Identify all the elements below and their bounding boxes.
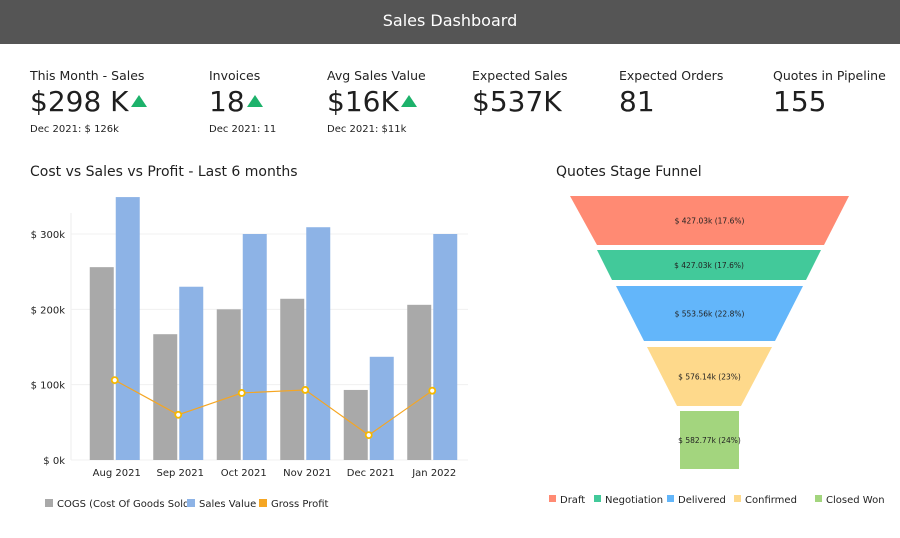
kpi-label: Avg Sales Value bbox=[327, 68, 426, 83]
bar-chart-title: Cost vs Sales vs Profit - Last 6 months bbox=[30, 164, 298, 180]
kpi-sub: Dec 2021: $ 126k bbox=[30, 124, 119, 135]
y-tick-label: $ 0k bbox=[43, 456, 65, 467]
legend-swatch bbox=[594, 495, 601, 502]
legend-swatch bbox=[815, 495, 822, 502]
gross-profit-point bbox=[364, 431, 373, 440]
y-tick-label: $ 200k bbox=[31, 305, 66, 316]
funnel-stage-label: $ 576.14k (23%) bbox=[678, 373, 741, 382]
funnel-stage-confirmed bbox=[647, 347, 772, 406]
legend-label: Gross Profit bbox=[271, 499, 329, 510]
legend-swatch bbox=[549, 495, 556, 502]
kpi-sub: Dec 2021: $11k bbox=[327, 124, 407, 135]
bar-cogs bbox=[407, 304, 432, 460]
bar-sales bbox=[306, 227, 331, 460]
legend-label: Sales Value bbox=[199, 499, 256, 510]
kpi-avg-sales-value: Avg Sales Value $16K Dec 2021: $11k bbox=[327, 68, 426, 135]
kpi-expected-orders: Expected Orders 81 bbox=[619, 68, 723, 118]
kpi-value: $298 K bbox=[30, 85, 129, 118]
x-tick-label: Aug 2021 bbox=[93, 468, 141, 479]
legend-swatch bbox=[734, 495, 741, 502]
legend-swatch bbox=[259, 499, 267, 507]
x-tick-label: Dec 2021 bbox=[347, 468, 395, 479]
funnel-stage-delivered bbox=[616, 286, 803, 341]
legend-swatch bbox=[187, 499, 195, 507]
x-tick-label: Jan 2022 bbox=[411, 468, 456, 479]
legend-label: Negotiation bbox=[605, 495, 663, 506]
funnel-stage-label: $ 427.03k (17.6%) bbox=[674, 261, 744, 270]
x-tick-label: Oct 2021 bbox=[221, 468, 267, 479]
bar-cogs bbox=[153, 334, 178, 460]
kpi-label: Quotes in Pipeline bbox=[773, 68, 886, 83]
trend-up-icon bbox=[400, 95, 417, 107]
kpi-value: $16K bbox=[327, 85, 399, 118]
legend-label: Delivered bbox=[678, 495, 726, 506]
bar-sales bbox=[242, 234, 267, 460]
kpi-quotes-in-pipeline: Quotes in Pipeline 155 bbox=[773, 68, 886, 118]
legend-label: COGS (Cost Of Goods Sold bbox=[57, 499, 189, 510]
kpi-value: 81 bbox=[619, 85, 655, 118]
kpi-invoices: Invoices 18 Dec 2021: 11 bbox=[209, 68, 276, 135]
funnel-stage-label: $ 553.56k (22.8%) bbox=[675, 310, 745, 319]
gross-profit-line bbox=[114, 379, 433, 436]
bar-cogs bbox=[280, 298, 305, 460]
legend-label: Confirmed bbox=[745, 495, 797, 506]
bar-sales bbox=[115, 197, 140, 460]
cost-sales-profit-chart: $ 0k $ 100k $ 200k $ 300k Aug 2021 Sep 2021 Oc… bbox=[31, 197, 468, 510]
x-tick-label: Sep 2021 bbox=[157, 468, 204, 479]
gross-profit-point bbox=[174, 410, 183, 419]
kpi-value: 155 bbox=[773, 85, 827, 118]
kpi-label: Invoices bbox=[209, 68, 261, 83]
legend-swatch bbox=[667, 495, 674, 502]
x-tick-label: Nov 2021 bbox=[283, 468, 331, 479]
kpi-this-month-sales: This Month - Sales $298 K Dec 2021: $ 12… bbox=[30, 68, 147, 135]
quotes-funnel-chart: $ 427.03k (17.6%) $ 427.03k (17.6%) $ 553.… bbox=[549, 196, 885, 506]
bar-cogs bbox=[343, 389, 368, 460]
gross-profit-point bbox=[301, 386, 310, 394]
funnel-chart-title: Quotes Stage Funnel bbox=[556, 164, 702, 180]
y-tick-label: $ 100k bbox=[31, 381, 66, 392]
funnel-stage-negotiation bbox=[597, 250, 821, 280]
gross-profit-point bbox=[110, 376, 119, 385]
y-tick-label: $ 300k bbox=[31, 230, 66, 241]
bar-sales bbox=[179, 286, 204, 460]
funnel-stage-closed-won bbox=[680, 411, 739, 469]
kpi-label: This Month - Sales bbox=[30, 68, 145, 83]
funnel-stage-draft bbox=[570, 196, 849, 245]
trend-up-icon bbox=[130, 95, 147, 107]
bar-sales bbox=[369, 356, 394, 460]
funnel-stage-label: $ 582.77k (24%) bbox=[678, 436, 741, 445]
gross-profit-point bbox=[428, 386, 437, 395]
kpi-expected-sales: Expected Sales $537K bbox=[472, 68, 568, 118]
dashboard-header: Sales Dashboard bbox=[0, 0, 900, 44]
kpi-value: $537K bbox=[472, 85, 562, 118]
legend-label: Draft bbox=[560, 495, 585, 506]
trend-up-icon bbox=[246, 95, 263, 107]
kpi-sub: Dec 2021: 11 bbox=[209, 124, 277, 135]
gross-profit-point bbox=[237, 389, 246, 397]
bar-cogs bbox=[216, 309, 241, 460]
legend-label: Closed Won bbox=[826, 495, 885, 506]
bar-sales bbox=[433, 234, 458, 460]
kpi-label: Expected Sales bbox=[472, 68, 568, 83]
kpi-label: Expected Orders bbox=[619, 68, 724, 83]
legend-swatch bbox=[45, 499, 53, 507]
page-title: Sales Dashboard bbox=[382, 11, 518, 30]
bar-cogs bbox=[89, 267, 114, 460]
funnel-stage-label: $ 427.03k (17.6%) bbox=[675, 217, 745, 226]
kpi-value: 18 bbox=[209, 85, 245, 118]
